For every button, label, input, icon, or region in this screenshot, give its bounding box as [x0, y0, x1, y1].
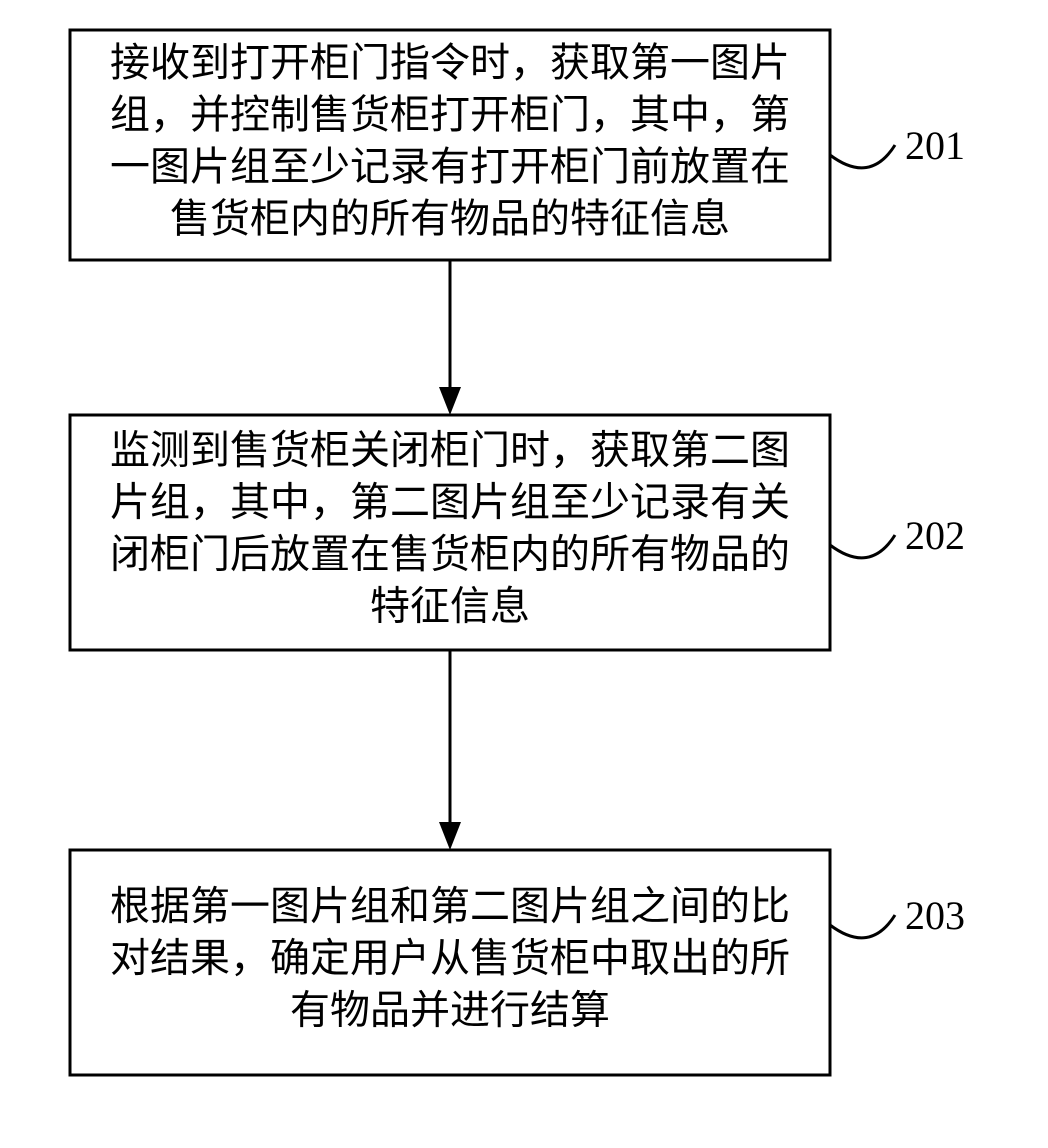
step-201-line: 一图片组至少记录有打开柜门前放置在 [110, 144, 790, 189]
step-201-label: 201 [905, 123, 965, 168]
step-203-label: 203 [905, 893, 965, 938]
step-202-line: 特征信息 [370, 584, 530, 629]
step-203-line: 对结果，确定用户从售货柜中取出的所 [110, 936, 790, 981]
flowchart-svg: 接收到打开柜门指令时，获取第一图片组，并控制售货柜打开柜门，其中，第一图片组至少… [0, 0, 1048, 1148]
step-203-line: 有物品并进行结算 [290, 988, 610, 1033]
step-203: 根据第一图片组和第二图片组之间的比对结果，确定用户从售货柜中取出的所有物品并进行… [70, 850, 965, 1075]
step-202: 监测到售货柜关闭柜门时，获取第二图片组，其中，第二图片组至少记录有关闭柜门后放置… [70, 415, 965, 650]
step-201-line: 接收到打开柜门指令时，获取第一图片 [110, 40, 790, 85]
step-203-line: 根据第一图片组和第二图片组之间的比 [110, 884, 790, 929]
step-201-line: 售货柜内的所有物品的特征信息 [170, 196, 730, 241]
step-202-line: 监测到售货柜关闭柜门时，获取第二图 [110, 428, 790, 473]
step-202-line: 片组，其中，第二图片组至少记录有关 [110, 480, 790, 525]
step-201-line: 组，并控制售货柜打开柜门，其中，第 [110, 92, 790, 137]
step-201: 接收到打开柜门指令时，获取第一图片组，并控制售货柜打开柜门，其中，第一图片组至少… [70, 30, 965, 260]
step-202-label: 202 [905, 513, 965, 558]
step-202-line: 闭柜门后放置在售货柜内的所有物品的 [110, 532, 790, 577]
